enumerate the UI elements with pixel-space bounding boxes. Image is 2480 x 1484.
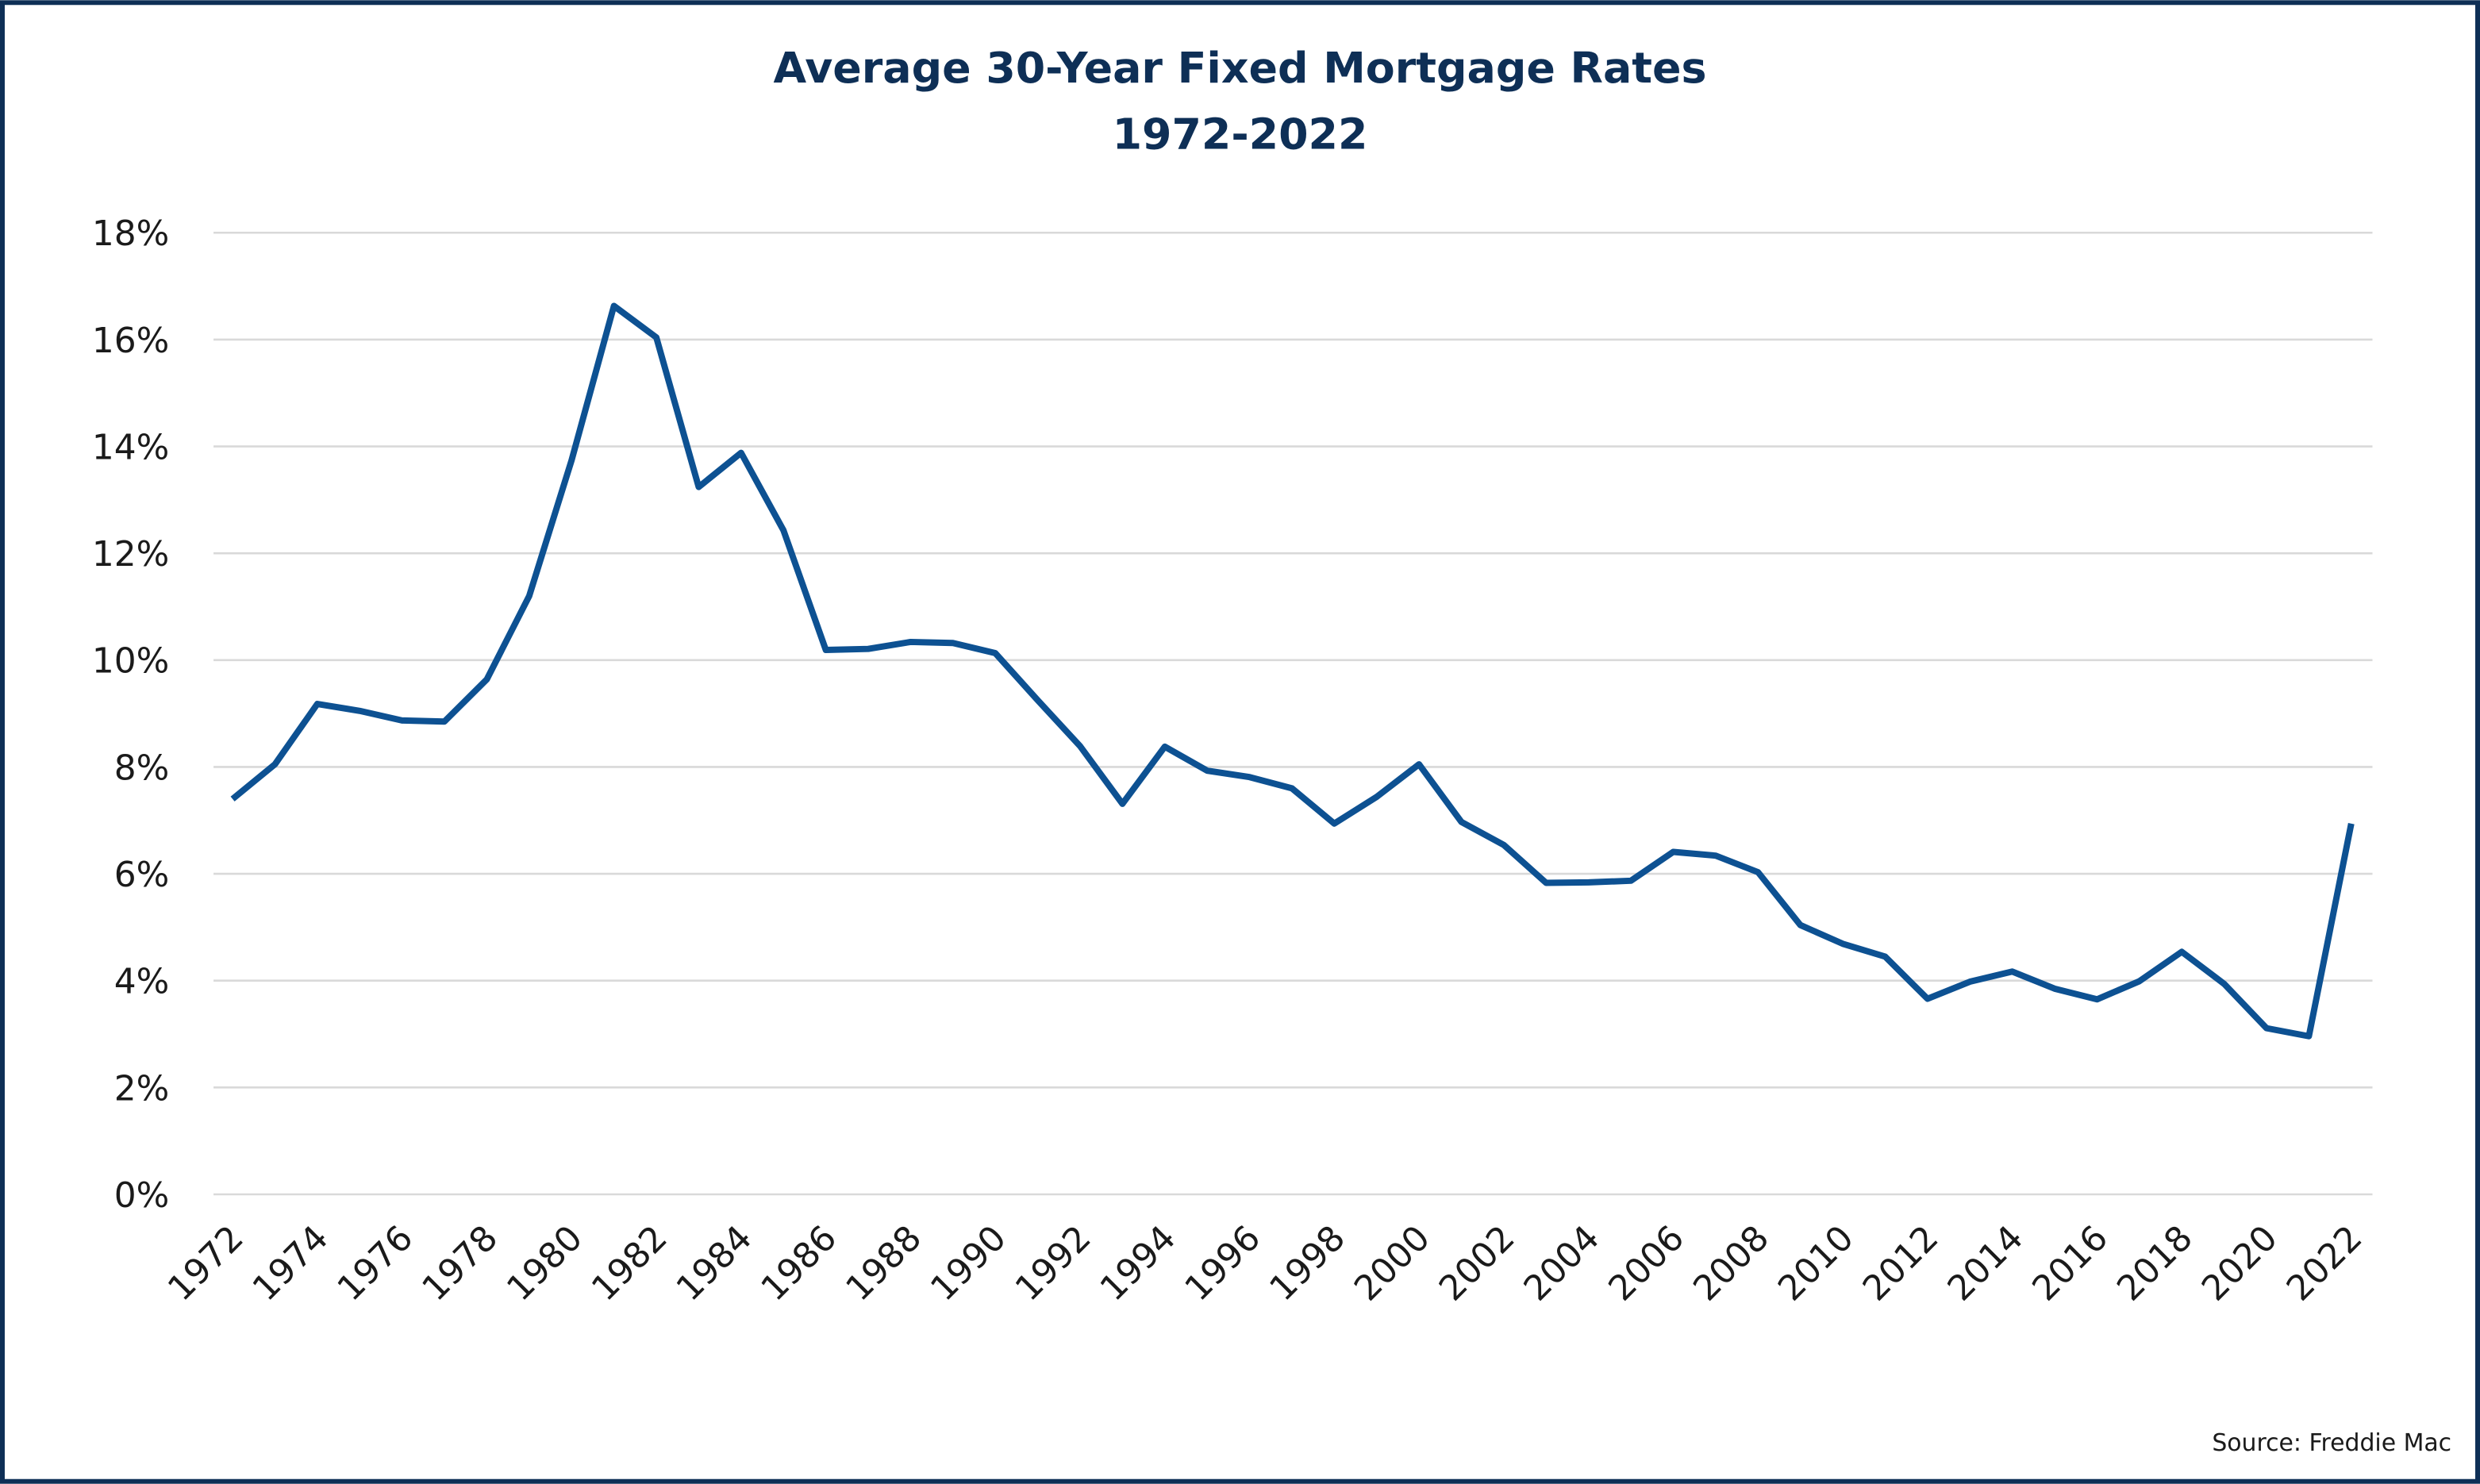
y-tick-label: 2% [114,1068,170,1109]
y-tick-label: 16% [92,321,169,361]
data-line [230,302,2355,1040]
y-tick-label: 10% [92,641,169,682]
y-tick-label: 12% [92,534,169,575]
y-tick-label: 0% [114,1175,170,1216]
y-tick-label: 8% [114,748,170,788]
source-note: Source: Freddie Mac [2212,1429,2451,1457]
y-tick-label: 4% [114,962,170,1002]
y-tick-label: 18% [92,213,169,254]
y-tick-label: 6% [114,855,170,895]
chart-title: Average 30-Year Fixed Mortgage Rates [773,43,1706,93]
chart-subtitle: 1972-2022 [1113,110,1368,160]
y-tick-label: 14% [92,427,169,467]
